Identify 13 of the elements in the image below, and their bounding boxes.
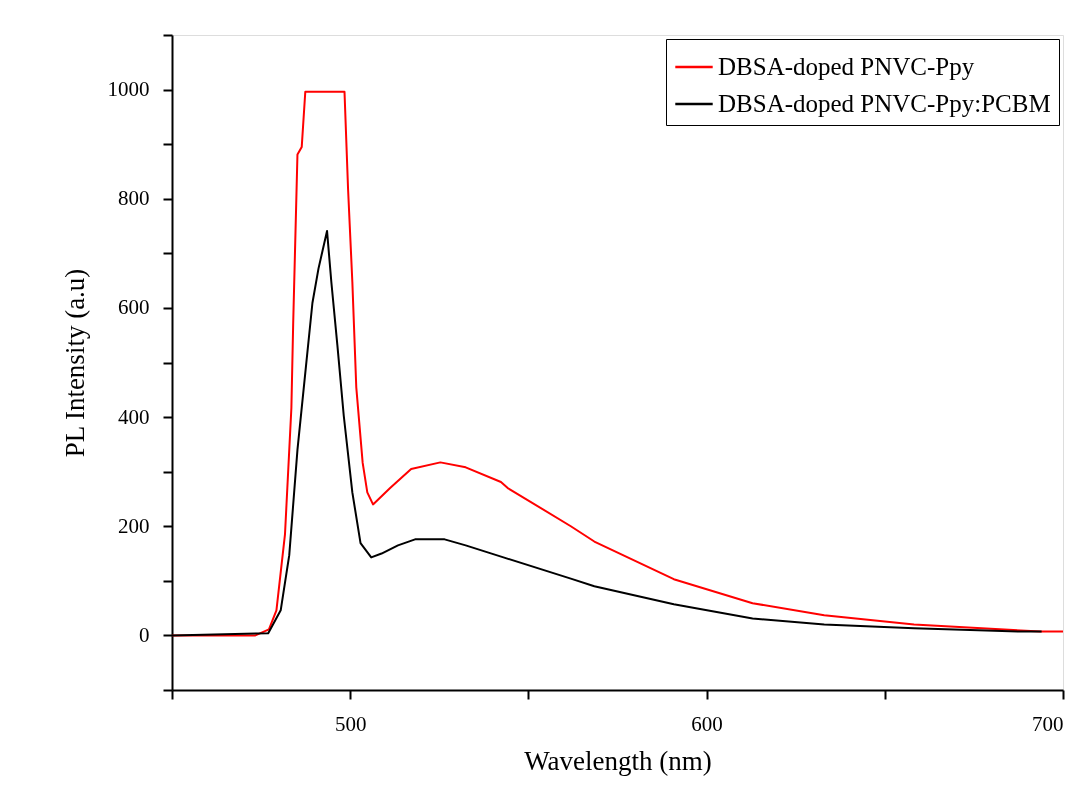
x-tick-label: 600 bbox=[691, 711, 723, 736]
y-tick-label: 800 bbox=[118, 186, 150, 211]
y-tick-label: 200 bbox=[118, 513, 150, 538]
x-tick-label: 700 bbox=[1032, 711, 1064, 736]
x-tick-label: 500 bbox=[334, 711, 367, 736]
x-axis-title: Wavelength (nm) bbox=[524, 745, 712, 776]
y-tick-label: 600 bbox=[118, 295, 150, 320]
y-tick-label: 0 bbox=[139, 622, 150, 647]
legend-label: DBSA-doped PNVC-Ppy bbox=[718, 53, 975, 80]
y-tick-label: 1000 bbox=[107, 77, 150, 102]
y-tick-label: 400 bbox=[118, 404, 150, 429]
legend-label: DBSA-doped PNVC-Ppy:PCBM bbox=[718, 90, 1051, 117]
y-axis-title: PL Intensity (a.u) bbox=[59, 268, 90, 458]
